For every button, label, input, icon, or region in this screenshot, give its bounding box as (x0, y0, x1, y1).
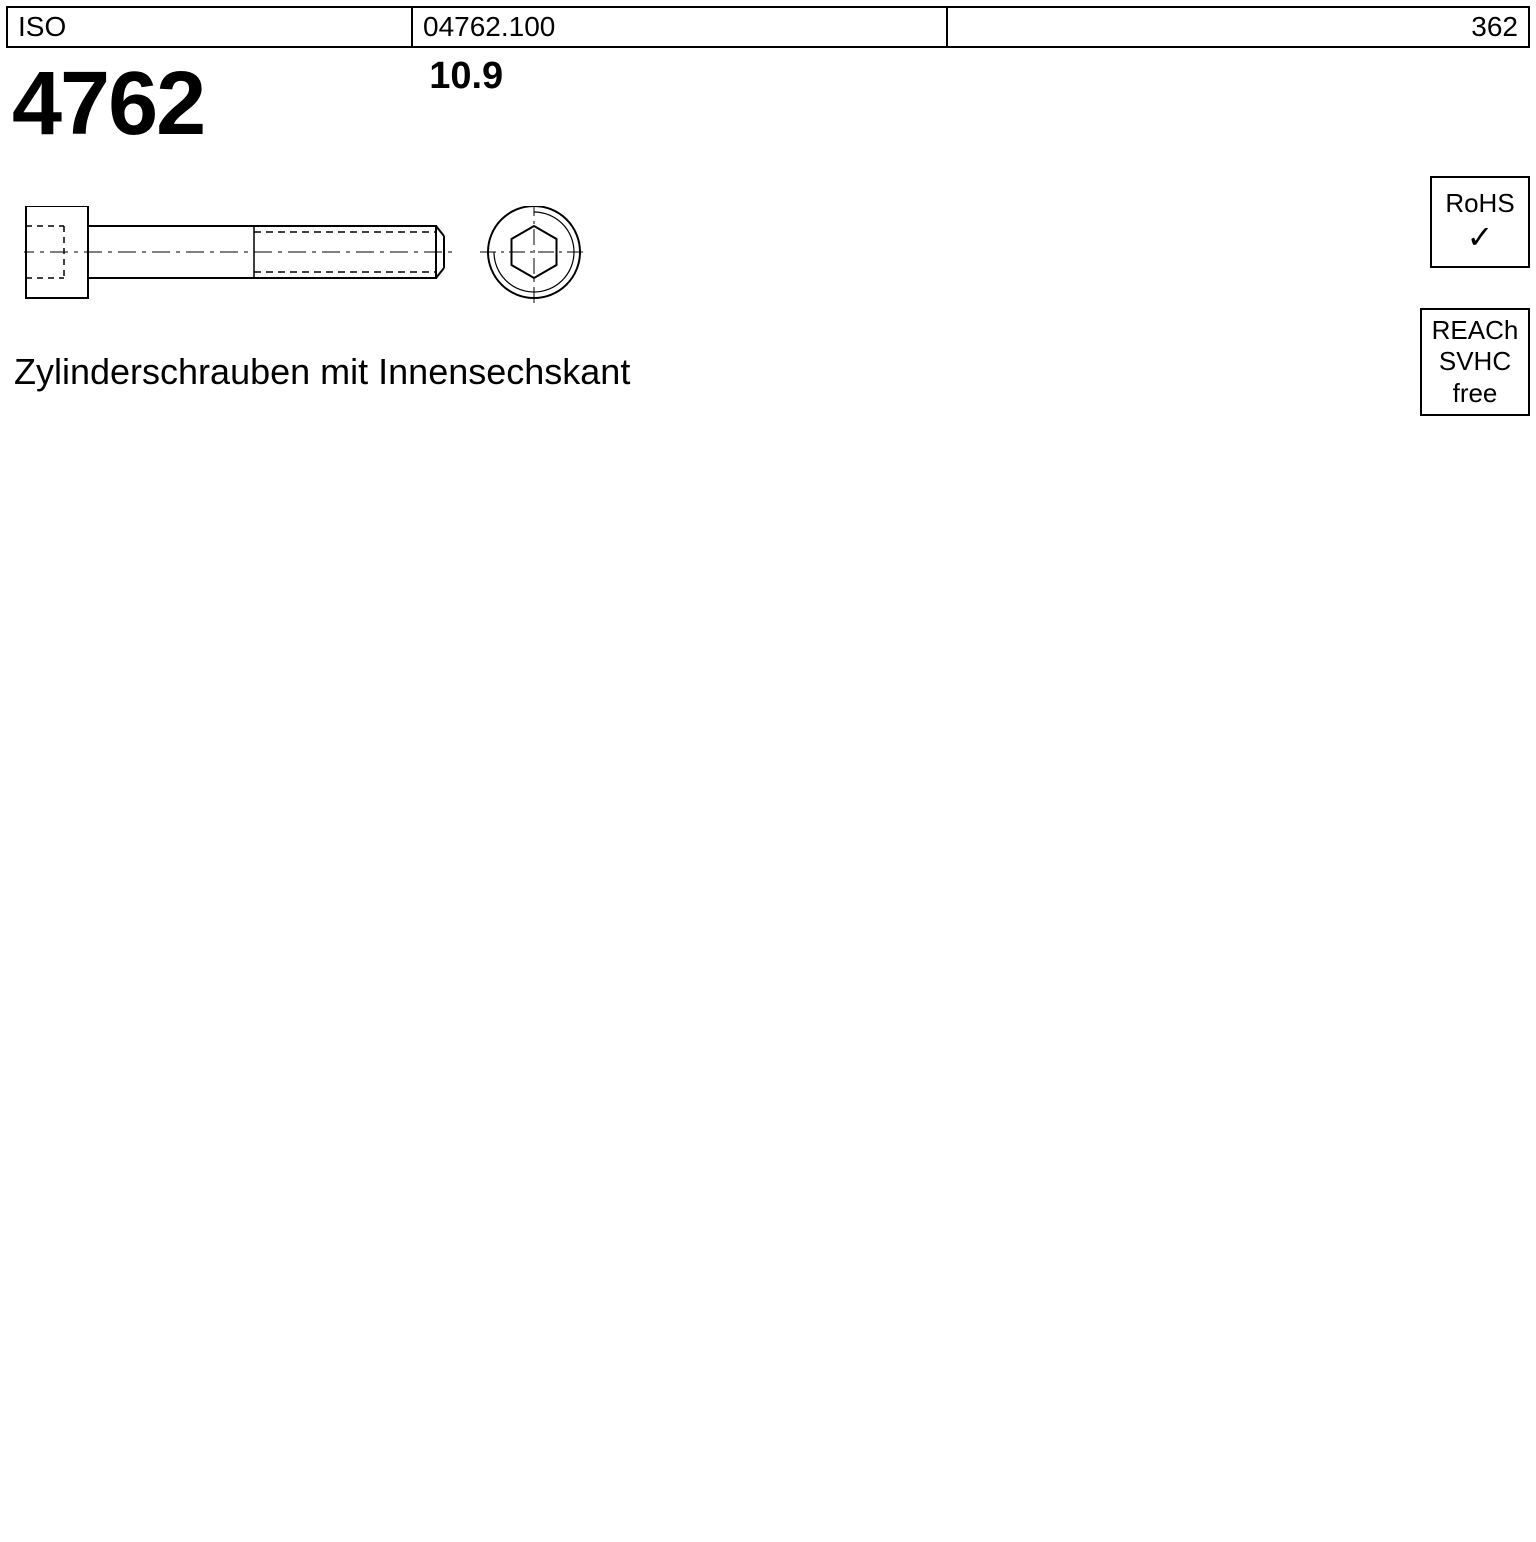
spec-row: 4762 10.9 (6, 53, 1530, 156)
rohs-badge: RoHS ✓ (1430, 176, 1530, 268)
spec-grade: 10.9 (429, 55, 503, 156)
spec-number: 4762 (12, 53, 204, 156)
screw-drawing-svg (24, 206, 604, 306)
rohs-label: RoHS (1445, 189, 1514, 218)
reach-line3: free (1453, 378, 1498, 409)
reach-badge: REACh SVHC free (1420, 308, 1530, 416)
product-description: Zylinderschrauben mit Innensechskant (14, 351, 630, 393)
header-page: 362 (948, 8, 1528, 46)
header-standard: ISO (8, 8, 413, 46)
header-row: ISO 04762.100 362 (6, 6, 1530, 48)
reach-line2: SVHC (1439, 346, 1511, 377)
technical-diagram (6, 186, 1530, 346)
check-icon: ✓ (1467, 220, 1494, 255)
header-code: 04762.100 (413, 8, 948, 46)
reach-line1: REACh (1432, 315, 1519, 346)
